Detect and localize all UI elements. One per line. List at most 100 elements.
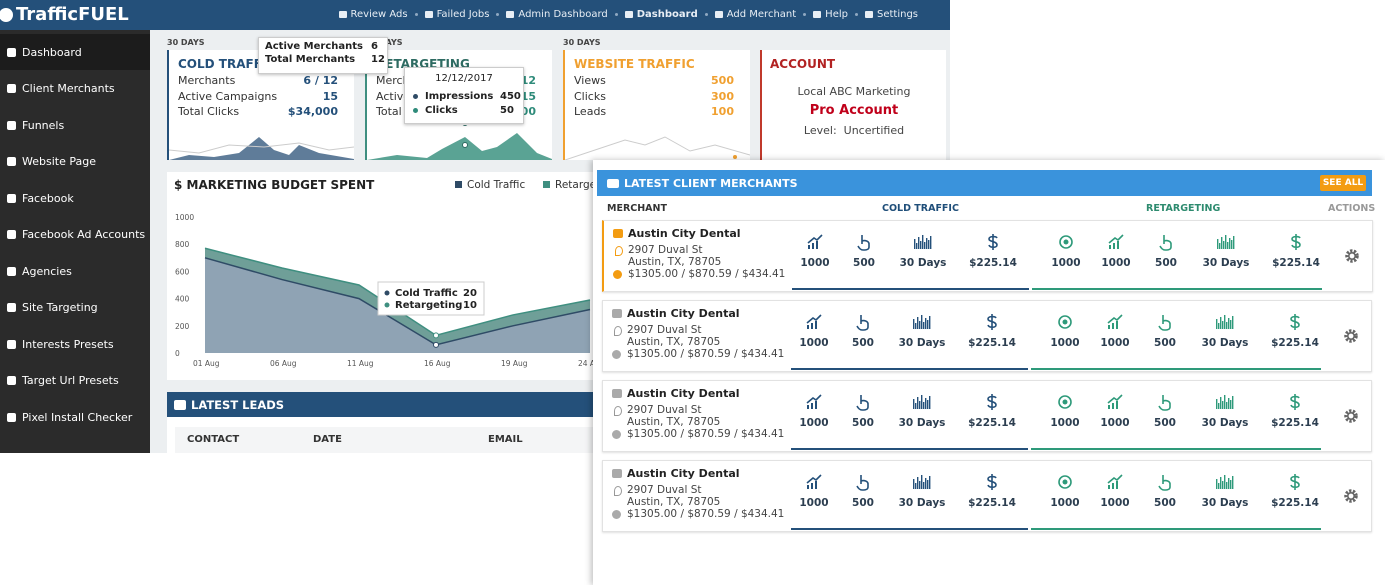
row-label: Merchants xyxy=(178,74,236,87)
row-value: $34,000 xyxy=(287,105,338,118)
nav-link-text: Failed Jobs xyxy=(436,9,490,20)
icon-gear xyxy=(1344,409,1358,423)
sidebar-item[interactable]: Dashboard xyxy=(0,34,150,70)
icon-part xyxy=(913,315,931,329)
sidebar-item[interactable]: Pixel Install Checker xyxy=(0,399,150,435)
sidebar-item[interactable]: Facebook xyxy=(0,180,150,216)
icon-bars xyxy=(913,315,931,329)
brand[interactable]: TrafficFUEL xyxy=(16,4,129,25)
nav-link[interactable]: Failed Jobs xyxy=(424,9,490,20)
pin-icon xyxy=(615,246,623,256)
icon-dollar xyxy=(988,234,998,250)
icon-part xyxy=(806,314,822,324)
icon xyxy=(714,11,723,18)
nav-link-text: Help xyxy=(825,9,848,20)
merchant-row: Austin City Dental 2907 Duval St Austin, T… xyxy=(602,300,1372,372)
cold-metric: $225.14 xyxy=(969,257,1017,269)
sidebar-item[interactable]: Site Targeting xyxy=(0,290,150,326)
icon-part xyxy=(806,394,822,404)
settings-button[interactable] xyxy=(1342,407,1360,425)
icon-part xyxy=(1344,489,1358,503)
merchant-address: 2907 Duval St xyxy=(627,324,702,336)
sidebar-item[interactable]: Interests Presets xyxy=(0,326,150,362)
cold-traffic-card: COLD TRAFFIC Merchants 6 / 12 Active Campai… xyxy=(167,50,354,160)
icon-part xyxy=(806,474,822,484)
sidebar-item[interactable]: Agencies xyxy=(0,253,150,289)
merchant-icon xyxy=(613,229,623,238)
tooltip-label: Clicks xyxy=(425,105,458,116)
merchant-name[interactable]: Austin City Dental xyxy=(627,387,740,400)
merchant-icon xyxy=(612,309,622,318)
icon-part xyxy=(857,235,870,251)
settings-button[interactable] xyxy=(1342,487,1360,505)
retargeting-metric: 1000 xyxy=(1100,337,1130,349)
icon-dollar xyxy=(1290,314,1300,330)
retargeting-underline xyxy=(1031,448,1321,450)
icon-hand xyxy=(1158,395,1171,411)
tooltip-label: Total Merchants xyxy=(265,54,356,65)
retargeting-metric: 30 Days xyxy=(1201,337,1249,349)
nav-link[interactable]: Add Merchant xyxy=(714,9,796,20)
icon-part xyxy=(1109,241,1119,249)
y-tick-label: 1000 xyxy=(175,213,194,222)
nav-link[interactable]: Review Ads xyxy=(338,9,408,20)
nav-link[interactable]: Settings xyxy=(864,9,918,20)
tooltip-label: Cold Traffic xyxy=(395,288,458,299)
icon-part xyxy=(1345,249,1359,263)
row-value: 6 / 12 xyxy=(303,74,338,87)
settings-button[interactable] xyxy=(1343,247,1361,265)
icon-part xyxy=(856,475,869,491)
leads-title: LATEST LEADS xyxy=(191,398,285,412)
icon-part xyxy=(914,235,932,249)
icon xyxy=(7,193,16,203)
icon-gear xyxy=(1344,489,1358,503)
nav-link-text: Settings xyxy=(876,9,918,20)
column-head: COLD TRAFFIC xyxy=(882,203,959,214)
cold-metric: 500 xyxy=(852,417,874,429)
icon xyxy=(7,230,16,239)
sidebar-item[interactable]: Facebook Ad Accounts xyxy=(0,217,150,253)
nav-link-text: Dashboard xyxy=(636,9,698,20)
nav-link[interactable]: Admin Dashboard xyxy=(506,9,608,20)
retargeting-metric: 30 Days xyxy=(1201,417,1249,429)
column-head: CONTACT xyxy=(187,434,240,445)
sidebar-item[interactable]: Target Url Presets xyxy=(0,363,150,399)
merchant-name[interactable]: Austin City Dental xyxy=(628,227,741,240)
sidebar-item[interactable]: Website Page xyxy=(0,144,150,180)
merchant-tooltip: Active Merchants 6 Total Merchants 12 xyxy=(258,37,388,74)
nav-link[interactable]: Help xyxy=(813,9,848,20)
sparkline xyxy=(367,125,552,160)
settings-button[interactable] xyxy=(1342,327,1360,345)
merchant-name[interactable]: Austin City Dental xyxy=(627,467,740,480)
icon-hand xyxy=(857,235,870,251)
separator xyxy=(854,13,858,16)
nav-link-text: Review Ads xyxy=(350,9,408,20)
icon xyxy=(7,120,16,130)
merchant-name[interactable]: Austin City Dental xyxy=(627,307,740,320)
see-all-button[interactable]: SEE ALL xyxy=(1320,175,1366,191)
icon-trend xyxy=(806,314,822,329)
row-value: 300 xyxy=(711,89,734,103)
sidebar-item[interactable]: Client Merchants xyxy=(0,71,150,107)
icon-part xyxy=(1216,315,1234,329)
sidebar-label: Facebook Ad Accounts xyxy=(22,228,146,241)
legend-dot xyxy=(413,108,418,113)
x-tick-label: 01 Aug xyxy=(193,359,220,368)
row-label: Views xyxy=(574,74,606,87)
chart-title: $ MARKETING BUDGET SPENT xyxy=(174,178,375,192)
tooltip-label: Retargeting xyxy=(395,300,462,311)
cold-underline xyxy=(791,528,1028,530)
icon-bars xyxy=(913,475,931,489)
icon-target xyxy=(1058,315,1072,329)
sidebar-item[interactable]: Funnels xyxy=(0,107,150,143)
legend-dot xyxy=(384,290,390,296)
icon-part xyxy=(1347,332,1356,341)
tooltip-date: 12/12/2017 xyxy=(435,73,493,84)
cold-underline xyxy=(791,448,1028,450)
icon-part xyxy=(913,395,931,409)
tooltip-value: 20 xyxy=(463,288,477,299)
icon xyxy=(7,412,16,422)
nav-link[interactable]: Dashboard xyxy=(624,9,698,20)
icon-hand xyxy=(856,475,869,491)
point xyxy=(433,341,439,348)
